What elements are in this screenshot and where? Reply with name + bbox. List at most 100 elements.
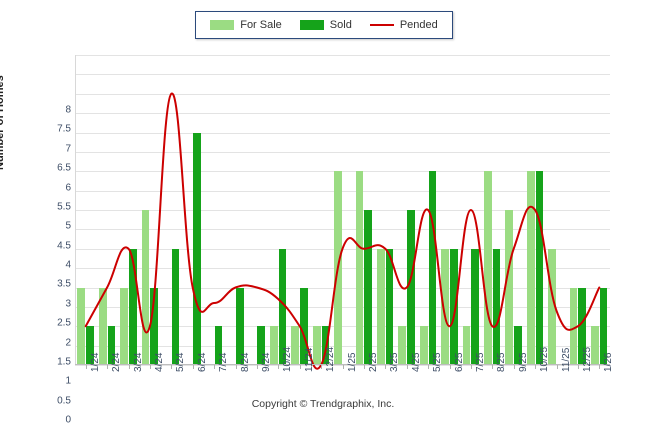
plot-area xyxy=(75,55,610,370)
bar-sold[interactable] xyxy=(492,248,501,365)
x-tick-label: 8/25 xyxy=(496,352,508,372)
x-axis-tick-marks xyxy=(75,365,610,369)
x-tick-label: 2/24 xyxy=(111,352,123,372)
x-tick-mark xyxy=(535,365,537,369)
x-tick-mark xyxy=(278,365,280,369)
bar-for-sale[interactable] xyxy=(419,326,428,365)
bar-sold[interactable] xyxy=(300,287,308,365)
y-tick-label: 3.5 xyxy=(57,278,71,290)
bar-sold[interactable] xyxy=(107,326,116,365)
bar-for-sale[interactable] xyxy=(355,171,364,365)
bar-sold[interactable] xyxy=(578,287,587,365)
bar-sold[interactable] xyxy=(257,326,266,365)
x-tick-mark xyxy=(214,365,216,369)
bar-for-sale[interactable] xyxy=(462,326,471,365)
x-tick-label: 4/25 xyxy=(410,352,422,372)
x-tick-label: 3/24 xyxy=(132,352,144,372)
gridline xyxy=(75,74,610,76)
gridline xyxy=(75,113,610,115)
legend-label-for-sale: For Sale xyxy=(240,18,282,31)
copyright-notice: Copyright © Trendgraphix, Inc. xyxy=(251,398,395,410)
bar-sold[interactable] xyxy=(171,248,180,365)
bar-sold[interactable] xyxy=(428,171,437,365)
bar-sold[interactable] xyxy=(214,326,223,365)
x-tick-mark xyxy=(128,365,130,369)
x-tick-mark xyxy=(171,365,173,369)
x-tick-mark xyxy=(449,365,451,369)
y-tick-label: 7 xyxy=(65,143,71,155)
bar-for-sale[interactable] xyxy=(98,287,107,365)
x-tick-label: 1/24 xyxy=(89,352,101,372)
bar-sold[interactable] xyxy=(535,171,544,365)
bar-sold[interactable] xyxy=(86,326,94,365)
x-tick-label: 2/25 xyxy=(367,352,379,372)
x-tick-mark xyxy=(556,365,558,369)
bar-for-sale[interactable] xyxy=(398,326,407,365)
bar-for-sale[interactable] xyxy=(505,210,514,365)
bar-group xyxy=(375,55,396,365)
bar-group xyxy=(482,55,503,365)
gridline xyxy=(75,55,610,56)
x-tick-mark xyxy=(107,365,109,369)
bar-for-sale[interactable] xyxy=(591,326,599,365)
y-axis-tick-labels: 0 0.5 1 1.5 2 2.5 3 3.5 4 4.5 5 5.5 6 6.5 7 7.5 8 xyxy=(33,55,71,426)
bar-sold[interactable] xyxy=(278,248,287,365)
bar-for-sale[interactable] xyxy=(548,248,556,365)
bar-for-sale[interactable] xyxy=(569,287,578,365)
x-tick-label: 4/24 xyxy=(153,352,165,372)
legend-item-for-sale[interactable]: For Sale xyxy=(210,18,282,31)
y-tick-label: 4 xyxy=(65,259,71,271)
bar-for-sale[interactable] xyxy=(377,248,385,365)
bar-group xyxy=(524,55,545,365)
bar-for-sale[interactable] xyxy=(270,326,278,365)
legend-item-sold[interactable]: Sold xyxy=(299,18,352,31)
bar-for-sale[interactable] xyxy=(77,287,86,365)
x-tick-label: 10/25 xyxy=(539,346,551,372)
bar-sold[interactable] xyxy=(449,248,458,365)
y-tick-label: 0 xyxy=(65,414,71,426)
bar-for-sale[interactable] xyxy=(441,248,449,365)
bar-sold[interactable] xyxy=(514,326,522,365)
bar-for-sale[interactable] xyxy=(484,171,492,365)
x-tick-label: 12/25 xyxy=(581,346,593,372)
bar-sold[interactable] xyxy=(128,248,137,365)
bar-for-sale[interactable] xyxy=(291,326,300,365)
y-tick-label: 6 xyxy=(65,182,71,193)
bar-group xyxy=(353,55,374,365)
bar-sold[interactable] xyxy=(364,210,373,365)
bar-for-sale[interactable] xyxy=(526,171,535,365)
bar-for-sale[interactable] xyxy=(141,210,150,365)
x-tick-label: 7/25 xyxy=(474,352,486,372)
bar-sold[interactable] xyxy=(599,287,608,365)
x-tick-label: 9/25 xyxy=(517,352,529,372)
pended-line-series xyxy=(84,92,601,370)
bar-group xyxy=(225,55,246,365)
x-tick-label: 5/25 xyxy=(432,352,444,372)
bar-sold[interactable] xyxy=(385,248,394,365)
x-tick-mark xyxy=(363,365,365,369)
legend-item-pended[interactable]: Pended xyxy=(369,19,438,31)
bar-group xyxy=(589,55,610,365)
bar-sold[interactable] xyxy=(150,287,159,365)
bar-for-sale[interactable] xyxy=(120,287,128,365)
bar-sold[interactable] xyxy=(235,287,244,365)
bar-group xyxy=(246,55,267,365)
x-tick-mark xyxy=(428,365,430,369)
legend-label-sold: Sold xyxy=(329,18,352,31)
x-tick-label: 1/25 xyxy=(346,352,358,372)
bar-group xyxy=(268,55,289,365)
y-axis-title: Number of Homes xyxy=(0,75,6,170)
bar-group xyxy=(439,55,460,365)
bar-sold[interactable] xyxy=(407,210,415,365)
bar-for-sale[interactable] xyxy=(312,326,321,365)
x-tick-mark xyxy=(321,365,323,369)
gridline xyxy=(75,132,610,134)
y-tick-label: 1 xyxy=(65,375,71,387)
x-tick-label: 6/25 xyxy=(453,352,465,372)
x-axis-line xyxy=(75,364,610,365)
bar-sold[interactable] xyxy=(193,132,201,365)
bar-group xyxy=(460,55,481,365)
y-tick-label: 7.5 xyxy=(57,123,71,135)
bar-sold[interactable] xyxy=(471,248,480,365)
